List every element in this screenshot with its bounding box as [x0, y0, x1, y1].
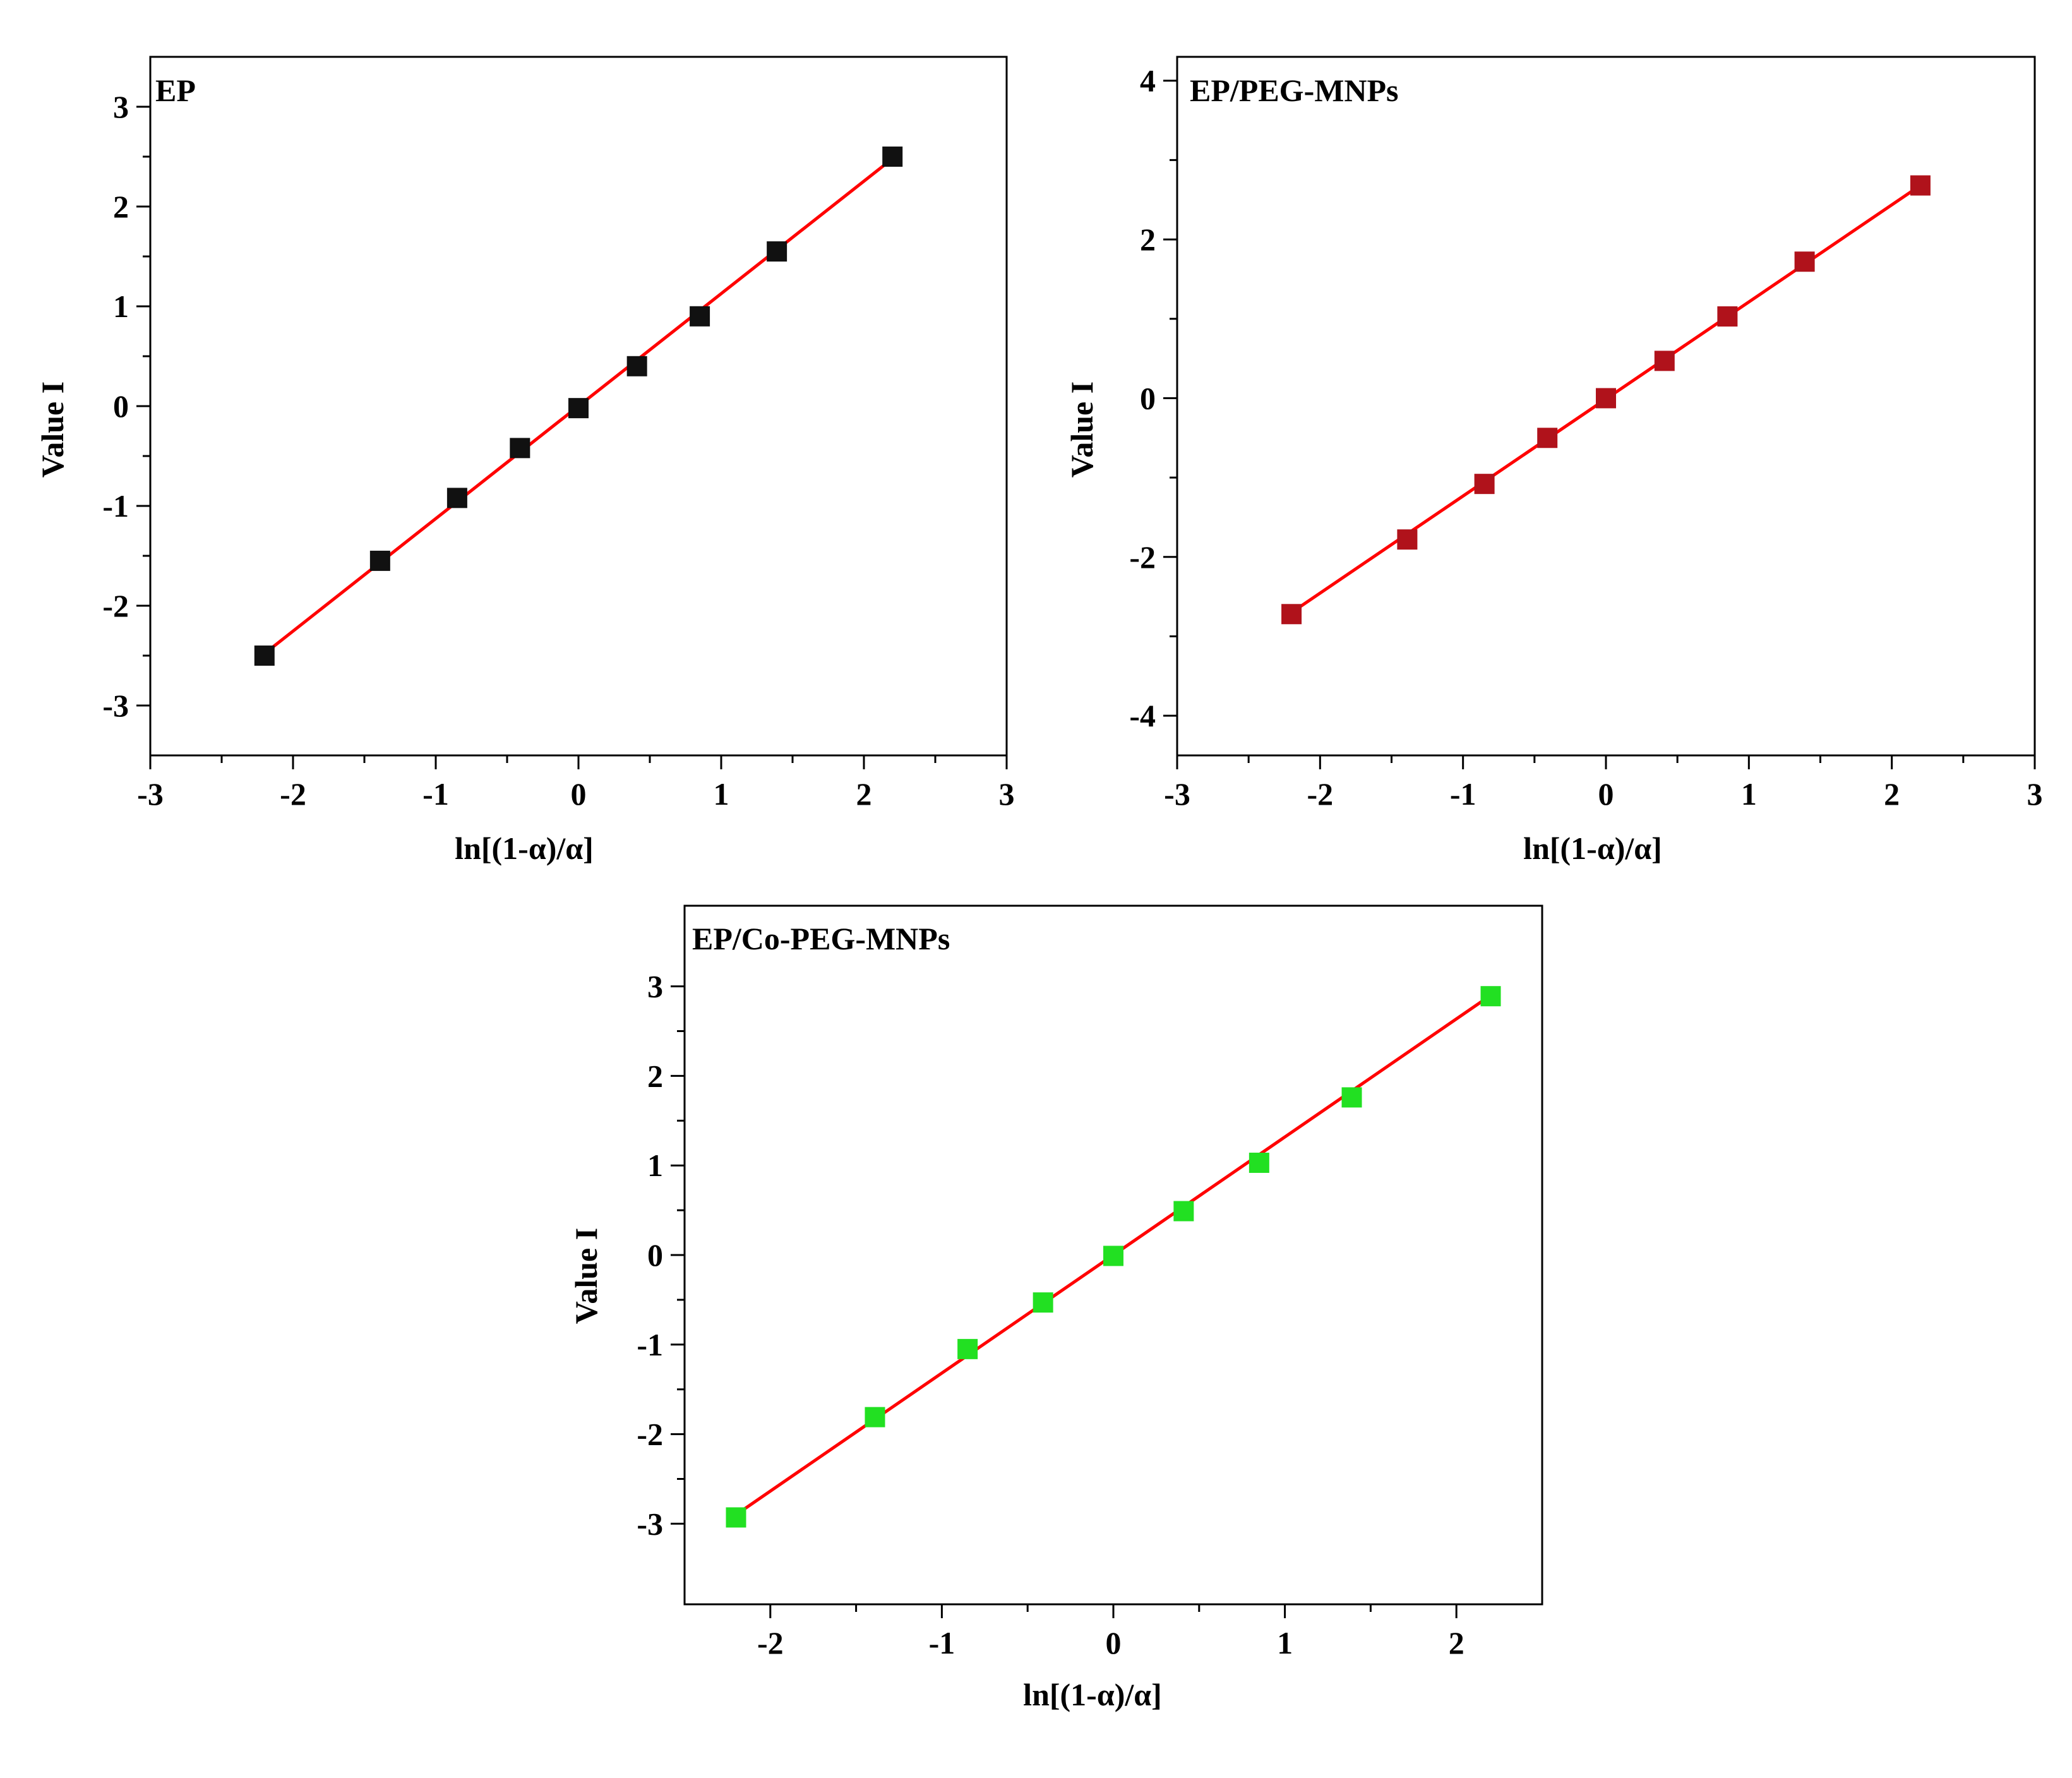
x-tick-label: 0	[571, 776, 587, 812]
chart-panel-ep: EP ln[(1-α)/α] Value I -3 -2 -1 0 1 2 3 -3 -2 -1 0…	[35, 56, 1015, 866]
x-tick-label: -1	[422, 776, 449, 812]
x-tick-label: 1	[1277, 1625, 1293, 1661]
data-point	[1173, 1201, 1194, 1222]
data-point	[1480, 986, 1501, 1007]
data-point	[1717, 306, 1738, 327]
data-point	[1654, 351, 1675, 371]
y-tick-label: -1	[102, 488, 129, 524]
x-tick-label: -2	[280, 776, 306, 812]
x-tick-label: 0	[1598, 776, 1614, 812]
panel-title: EP	[155, 73, 196, 108]
y-tick-label: -4	[1129, 698, 1156, 733]
data-point	[865, 1407, 885, 1427]
x-tick-label: -1	[1450, 776, 1476, 812]
x-tick-label: 1	[714, 776, 729, 812]
data-point	[690, 306, 710, 327]
data-point	[726, 1507, 746, 1528]
x-tick-label: 2	[1449, 1625, 1464, 1661]
x-axis-title: ln[(1-α)/α]	[1523, 831, 1662, 866]
x-tick-label: -2	[757, 1625, 784, 1661]
x-tick-label: -2	[1307, 776, 1334, 812]
x-tick-label: 2	[856, 776, 872, 812]
y-axis-title: Value I	[35, 381, 70, 478]
y-axis-title: Value I	[1064, 381, 1099, 478]
data-point	[1249, 1152, 1269, 1173]
y-tick-label: -2	[1129, 539, 1156, 575]
y-tick-label: 3	[647, 969, 663, 1004]
y-tick-label: -3	[637, 1506, 663, 1541]
data-point	[1910, 175, 1931, 196]
data-point	[626, 356, 647, 376]
data-point	[957, 1338, 978, 1359]
data-point	[1397, 529, 1418, 550]
y-axis-title: Value I	[568, 1228, 604, 1324]
x-tick-label: 0	[1106, 1625, 1122, 1661]
data-point	[1281, 604, 1302, 625]
data-point	[1033, 1292, 1053, 1313]
y-tick-label: -2	[102, 588, 129, 623]
x-tick-label: 1	[1741, 776, 1757, 812]
y-tick-label: 0	[113, 388, 129, 424]
data-point	[568, 398, 589, 419]
x-axis-title: ln[(1-α)/α]	[1023, 1677, 1162, 1712]
y-tick-label: 2	[647, 1058, 663, 1093]
x-tick-label: 2	[1884, 776, 1900, 812]
data-point	[1596, 388, 1616, 409]
x-tick-label: -1	[929, 1625, 955, 1661]
data-point	[1341, 1087, 1362, 1108]
data-point	[1794, 251, 1815, 272]
data-point	[1474, 474, 1495, 495]
panel-title: EP/Co-PEG-MNPs	[692, 921, 950, 956]
y-tick-label: 1	[113, 289, 129, 324]
y-tick-label: 3	[113, 89, 129, 124]
y-tick-label: 2	[1140, 222, 1156, 257]
panel-title: EP/PEG-MNPs	[1190, 73, 1399, 108]
x-tick-label: 3	[999, 776, 1015, 812]
data-point	[882, 147, 903, 167]
data-point	[1103, 1246, 1123, 1266]
data-point	[369, 550, 390, 571]
y-tick-label: 0	[647, 1237, 663, 1273]
y-tick-label: 2	[113, 189, 129, 224]
data-point	[254, 646, 275, 666]
y-tick-label: 4	[1140, 63, 1156, 99]
y-tick-label: -3	[102, 688, 129, 723]
x-tick-label: -3	[137, 776, 164, 812]
chart-panel-ep-co-peg: EP/Co-PEG-MNPs ln[(1-α)/α] Value I -2 -1 0…	[568, 904, 1543, 1712]
x-tick-label: 3	[2027, 776, 2043, 812]
chart-panel-ep-peg: EP/PEG-MNPs ln[(1-α)/α] Value I -3 -2 -1 0 1…	[1064, 56, 2043, 866]
y-tick-label: 0	[1140, 380, 1156, 416]
x-tick-label: -3	[1164, 776, 1190, 812]
y-tick-label: -1	[637, 1327, 663, 1362]
data-point	[767, 241, 787, 262]
data-point	[446, 488, 467, 508]
data-point	[1537, 428, 1558, 448]
y-tick-label: -2	[637, 1417, 663, 1452]
y-tick-label: 1	[647, 1148, 663, 1183]
data-point	[510, 438, 530, 459]
x-axis-title: ln[(1-α)/α]	[455, 831, 594, 866]
